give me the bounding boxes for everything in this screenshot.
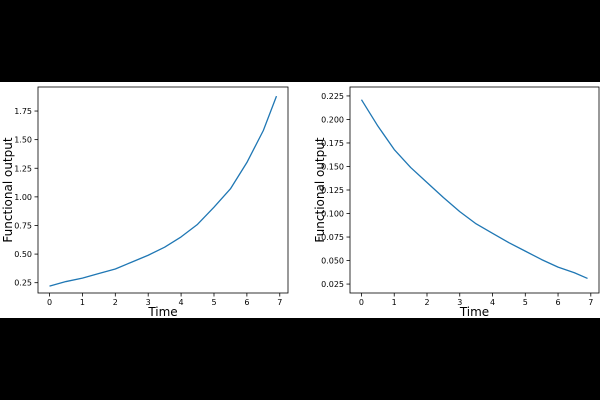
x-tick-label: 7 <box>588 298 593 307</box>
x-tick-label: 3 <box>146 298 151 307</box>
x-tick-label: 1 <box>392 298 397 307</box>
x-tick-label: 3 <box>457 298 462 307</box>
y-tick-label: 0.25 <box>14 279 32 288</box>
x-axis-label: Time <box>459 305 489 318</box>
y-tick-label: 0.025 <box>321 280 344 289</box>
x-tick-label: 6 <box>244 298 249 307</box>
figure: 0 1 2 3 4 5 6 7 0.25 0.50 0.75 1.00 1.25 1.50 1.75 Time… <box>0 82 600 318</box>
series-line <box>360 99 588 280</box>
charts-canvas: 0 1 2 3 4 5 6 7 0.25 0.50 0.75 1.00 1.25 1.50 1.75 Time… <box>1 86 600 318</box>
y-tick-label: 0.075 <box>321 233 344 242</box>
y-axis-label: Functional output <box>313 137 327 242</box>
y-tick-label: 1.75 <box>14 107 32 116</box>
y-tick-label: 0.100 <box>321 210 344 219</box>
plot-area <box>37 86 289 294</box>
x-tick-label: 4 <box>490 298 495 307</box>
y-tick-label: 0.50 <box>14 250 32 259</box>
y-tick-label: 1.00 <box>14 193 32 202</box>
chart-2: 0 1 2 3 4 5 6 7 0.025 0.050 0.075 0.100 0.125 0.150 0.… <box>313 86 600 318</box>
x-tick-label: 7 <box>277 298 282 307</box>
x-tick-label: 2 <box>424 298 429 307</box>
y-tick-label: 1.50 <box>14 136 32 145</box>
y-tick-label: 0.75 <box>14 221 32 230</box>
x-tick-label: 2 <box>113 298 118 307</box>
y-tick-label: 1.25 <box>14 164 32 173</box>
plot-area <box>349 86 600 294</box>
series-line <box>49 95 278 287</box>
y-tick-label: 0.050 <box>321 257 344 266</box>
x-tick-label: 5 <box>211 298 216 307</box>
y-tick-label: 0.175 <box>321 139 344 148</box>
x-tick-label: 5 <box>523 298 528 307</box>
x-tick-label: 1 <box>80 298 85 307</box>
chart-1: 0 1 2 3 4 5 6 7 0.25 0.50 0.75 1.00 1.25 1.50 1.75 Time… <box>1 86 289 318</box>
x-tick-label: 6 <box>555 298 560 307</box>
x-tick-label: 4 <box>179 298 184 307</box>
x-tick-label: 0 <box>359 298 364 307</box>
x-axis-label: Time <box>147 305 177 318</box>
y-tick-label: 0.225 <box>321 92 344 101</box>
x-tick-label: 0 <box>47 298 52 307</box>
y-tick-label: 0.125 <box>321 186 344 195</box>
y-axis-label: Functional output <box>1 137 15 242</box>
y-tick-label: 0.200 <box>321 115 344 124</box>
y-tick-label: 0.150 <box>321 162 344 171</box>
